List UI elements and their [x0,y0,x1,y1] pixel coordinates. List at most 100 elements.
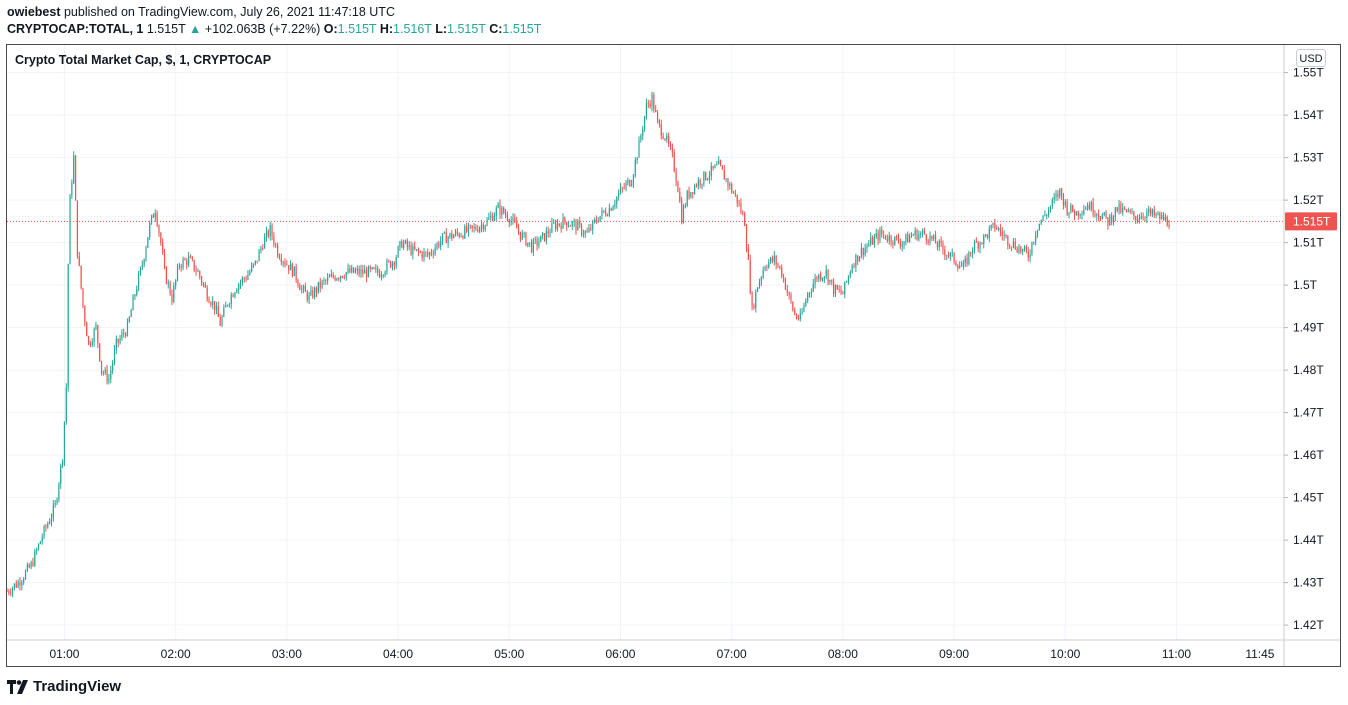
candle-body [412,246,414,255]
candle-body [601,210,603,216]
candle-body [45,526,47,528]
y-tick-label: 1.45T [1293,491,1324,505]
candle-body [419,251,421,253]
candle-body [6,591,8,592]
candle-body [343,277,345,279]
candle-body [788,292,790,295]
candle-body [215,306,218,311]
candle-body [347,268,349,273]
candle-body [1094,213,1096,216]
candle-body [378,272,381,278]
x-tick-label: 11:45 [1245,647,1274,661]
candle-body [1098,214,1100,217]
candle-body [1161,215,1163,220]
candle-body [751,292,753,306]
candle-body [823,276,825,279]
candle-body [716,164,718,166]
candle-body [571,222,573,226]
candle-body [901,244,903,247]
candle-body [1155,214,1157,216]
candle-body [491,215,494,221]
candle-body [1162,215,1165,221]
candle-body [282,261,284,263]
candle-body [1064,201,1066,206]
candle-body [1118,203,1120,212]
candle-body [1023,246,1026,250]
candle-body [399,241,401,247]
candle-body [688,190,690,198]
open-value: 1.515T [337,22,377,36]
candle-body [23,579,25,583]
candle-body [692,192,694,194]
candle-body [1168,225,1170,228]
candle-body [234,292,236,297]
candle-body [812,284,814,292]
candle-body [15,583,17,588]
candle-body [695,185,698,187]
candle-body [1018,246,1020,253]
candle-body [671,147,673,153]
candle-body [310,290,312,295]
candle-body [173,285,175,302]
candle-body [417,249,420,252]
candle-body [460,235,462,237]
candle-body [69,195,71,265]
candle-body [610,208,612,211]
candle-body [62,460,64,466]
candle-body [786,289,788,293]
candle-body [334,276,336,281]
candle-body [706,178,709,180]
candle-body [1072,205,1074,212]
candle-body [803,305,805,312]
candle-body [395,257,397,266]
candle-body [892,242,894,245]
candle-body [744,213,746,226]
candle-body [219,316,221,326]
candle-body [890,235,892,243]
currency-button[interactable]: USD [1296,49,1326,67]
candle-body [973,241,976,251]
candle-body [794,310,796,315]
candle-body [985,234,987,236]
candle-body [1051,199,1053,207]
candle-body [775,255,777,265]
candle-body [1090,202,1092,210]
candle-body [820,274,822,280]
candle-body [1146,212,1148,218]
x-tick-label: 01:00 [49,647,79,661]
candle-body [612,206,614,211]
y-tick-label: 1.53T [1293,151,1324,165]
candle-body [888,235,890,241]
candle-body [241,277,243,283]
candle-body [1081,214,1083,215]
candle-body [58,484,60,500]
candle-body [384,272,386,276]
candle-body [592,220,594,230]
candle-body [99,343,101,361]
candle-body [1135,216,1137,221]
last-price: 1.515T [146,22,186,36]
candle-body [425,251,427,253]
candle-body [866,246,868,248]
candle-body [543,233,546,241]
candle-body [434,248,436,254]
candle-body [1138,219,1141,220]
candle-body [877,233,879,241]
candle-body [883,234,885,236]
candle-body [340,276,342,279]
candle-body [1044,215,1046,217]
tradingview-branding[interactable]: TradingView [7,678,121,695]
y-tick-label: 1.44T [1293,533,1324,547]
candle-body [886,238,888,241]
candle-body [206,287,208,300]
candle-body [380,275,382,278]
candle-body [91,341,93,346]
candle-body [742,212,744,214]
author-name[interactable]: owiebest [7,5,61,19]
candle-body [132,296,134,311]
candle-body [608,208,610,216]
candle-body [629,179,631,187]
candle-body [275,244,277,246]
candle-body [1049,206,1052,210]
